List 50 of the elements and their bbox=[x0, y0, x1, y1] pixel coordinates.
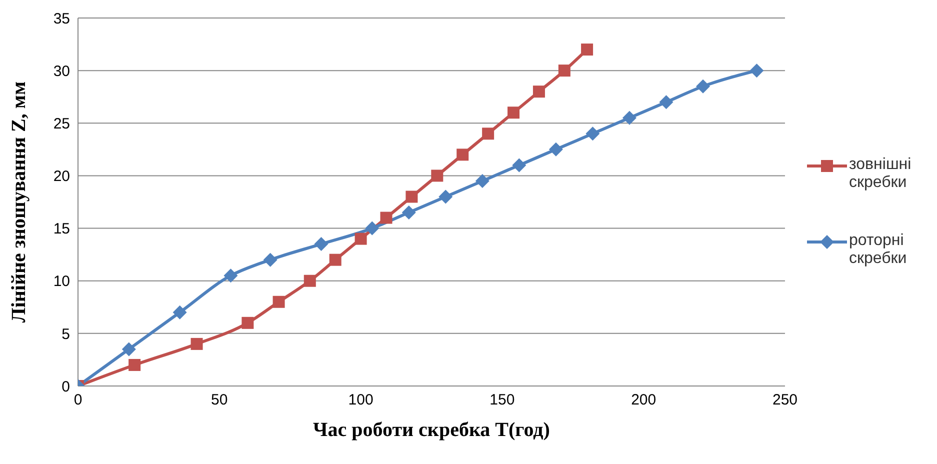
point bbox=[431, 170, 444, 182]
point bbox=[329, 254, 342, 266]
y-tick-label: 15 bbox=[53, 220, 70, 238]
point bbox=[512, 158, 526, 172]
point bbox=[354, 232, 367, 245]
y-tick-label: 35 bbox=[53, 10, 70, 28]
y-tick-label: 0 bbox=[62, 378, 70, 396]
x-tick-label: 100 bbox=[348, 392, 374, 409]
point bbox=[172, 305, 187, 320]
x-tick-label: 200 bbox=[631, 392, 656, 409]
legend-label: зовнішні скребки bbox=[849, 156, 912, 192]
y-tick-label: 20 bbox=[53, 168, 70, 186]
point bbox=[438, 190, 453, 204]
point bbox=[365, 221, 380, 236]
x-tick-label: 0 bbox=[74, 392, 82, 409]
point bbox=[122, 342, 136, 356]
x-axis-title: Час роботи скребка T(год) bbox=[313, 419, 550, 441]
y-axis-title: Лінійне зношування Z, мм bbox=[8, 81, 30, 323]
point bbox=[314, 237, 328, 252]
point bbox=[475, 174, 490, 188]
x-tick-label: 50 bbox=[211, 392, 228, 409]
point bbox=[190, 338, 203, 350]
point bbox=[263, 252, 278, 267]
point bbox=[402, 206, 416, 220]
point bbox=[548, 142, 563, 156]
x-tick-label: 150 bbox=[490, 392, 515, 409]
point bbox=[456, 148, 469, 161]
point bbox=[586, 126, 600, 141]
point bbox=[304, 274, 316, 287]
point bbox=[380, 212, 392, 224]
y-tick-label: 10 bbox=[53, 273, 70, 290]
point bbox=[558, 64, 570, 77]
y-tick-label: 5 bbox=[62, 326, 70, 343]
point bbox=[242, 316, 254, 329]
point bbox=[532, 86, 545, 98]
legend-label: роторні скребки bbox=[849, 232, 908, 268]
point bbox=[406, 190, 418, 203]
point bbox=[128, 358, 141, 371]
point bbox=[622, 110, 636, 125]
point bbox=[224, 268, 238, 283]
y-tick-label: 25 bbox=[53, 115, 70, 132]
point bbox=[750, 64, 764, 78]
point bbox=[272, 296, 285, 308]
point bbox=[508, 106, 520, 119]
point bbox=[581, 44, 594, 56]
x-tick-label: 250 bbox=[772, 392, 798, 409]
point bbox=[482, 128, 494, 140]
point bbox=[659, 95, 674, 110]
y-tick-label: 30 bbox=[53, 62, 70, 80]
point bbox=[696, 79, 710, 94]
